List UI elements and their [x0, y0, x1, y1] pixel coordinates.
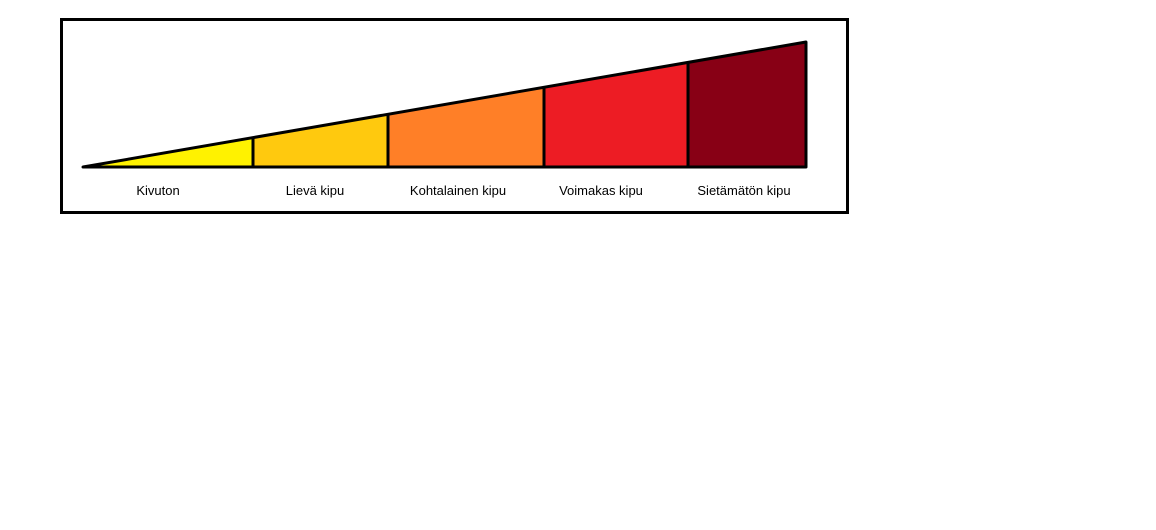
level-label-4: Sietämätön kipu [697, 183, 791, 198]
level-label-0: Kivuton [136, 183, 180, 198]
level-segment-1 [253, 114, 388, 167]
level-label-2: Kohtalainen kipu [409, 183, 507, 198]
pain-scale-wedge-outline [81, 40, 808, 169]
level-label-1: Lievä kipu [285, 183, 345, 198]
level-segment-2 [388, 87, 544, 167]
level-label-3: Voimakas kipu [559, 183, 643, 198]
level-segment-3 [544, 62, 688, 167]
level-segment-4 [688, 42, 806, 167]
